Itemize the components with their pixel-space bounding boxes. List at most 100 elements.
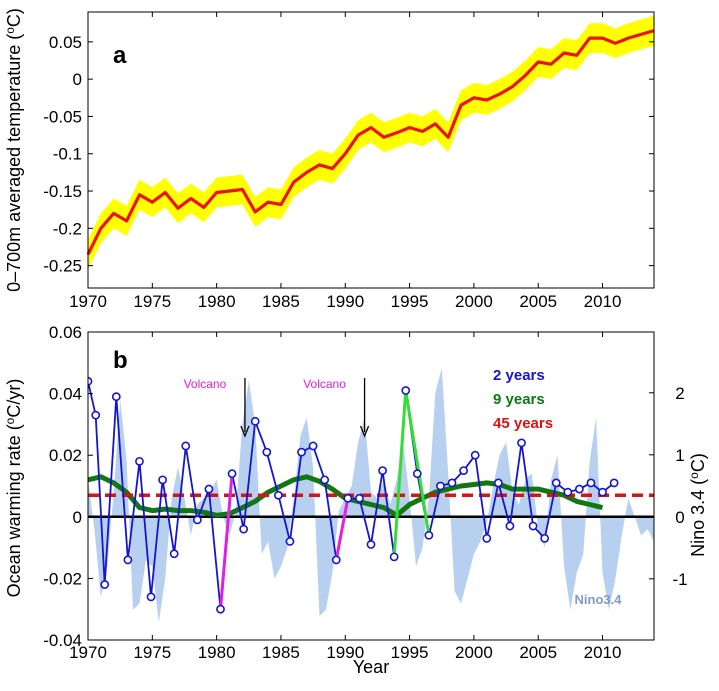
x-tick-label: 1990 (326, 292, 364, 311)
y-axis-label-text: Ocean warming rate ( (4, 424, 24, 597)
x-tick-label: 1995 (391, 292, 429, 311)
x-tick-label: 2005 (519, 292, 557, 311)
panel-a-frame (87, 11, 655, 289)
panel-b-plot-area (88, 368, 654, 623)
y2-tick-label: 0 (675, 508, 684, 527)
two-year-point (135, 456, 144, 466)
two-year-point (227, 469, 237, 479)
two-year-point (551, 478, 561, 488)
legend-entry: 2 years (493, 367, 545, 384)
two-year-point (470, 450, 480, 460)
nino34-label: Nino3.4 (575, 592, 623, 607)
y-axis-label: Ocean warming rate (oC/yr) (3, 379, 24, 598)
panel-b-frame (87, 331, 655, 641)
y-tick-label: 0.06 (49, 323, 82, 342)
two-year-point (505, 521, 515, 531)
two-year-point (308, 441, 318, 451)
two-year-point (91, 410, 101, 420)
two-year-point (574, 484, 584, 494)
two-year-point (343, 493, 353, 503)
y-axis-label-unit: C) (4, 8, 24, 27)
temperature-line (86, 29, 655, 256)
two-year-point (401, 386, 411, 395)
two-year-point (378, 466, 387, 475)
y-tick-label: 0 (73, 508, 82, 527)
y-axis-label-text: 0–700m averaged temperature ( (4, 34, 24, 292)
two-year-point (181, 441, 191, 451)
uncertainty-band (88, 15, 654, 270)
panel-b-label: b (113, 347, 128, 374)
two-year-point (389, 552, 399, 562)
legend-entry: 9 years (493, 391, 545, 408)
event-highlight-segment (404, 390, 431, 536)
two-year-point (146, 592, 156, 602)
y2-axis-label: Nino 3.4 (oC) (687, 453, 708, 557)
volcano-annotation: Volcano (303, 377, 346, 391)
two-year-point (563, 487, 573, 497)
two-year-point (424, 530, 434, 540)
two-year-point (111, 392, 121, 402)
x-tick-label: 1985 (262, 292, 300, 311)
two-year-point (331, 555, 341, 565)
two-year-point (355, 493, 364, 503)
two-year-point (459, 466, 469, 475)
x-tick-label: 1990 (326, 643, 364, 662)
panel-a: 1970 1975 1980 1985 1990 1995 2000 2005 2010 -0.2… (3, 8, 655, 311)
volcano-arrow-head (240, 425, 250, 438)
y2-axis-label-unit: C) (688, 453, 708, 472)
two-year-point (273, 490, 283, 500)
two-year-point (239, 524, 249, 534)
x-tick-label: 2010 (584, 643, 622, 662)
y-axis-label-degree-sup: o (3, 417, 17, 424)
x-tick-label: 1985 (262, 643, 300, 662)
y2-tick-label: 2 (675, 384, 684, 403)
x-tick-label: 1970 (69, 292, 107, 311)
x-tick-label: 1975 (133, 292, 171, 311)
volcano-annotation: Volcano (184, 377, 227, 391)
y-tick-label: 0.05 (49, 33, 82, 52)
legend-entry: 45 years (493, 415, 553, 432)
x-tick-label: 2010 (584, 292, 622, 311)
event-highlight-segment (219, 473, 234, 610)
x-axis-label: Year (353, 657, 389, 677)
two-year-point (123, 555, 133, 565)
x-tick-label: 1970 (69, 643, 107, 662)
two-year-point (250, 416, 260, 426)
two-year-point (285, 537, 295, 546)
two-year-point (598, 487, 607, 497)
volcano-arrow-head (359, 425, 370, 438)
two-year-point (436, 481, 445, 491)
two-year-point (216, 604, 225, 614)
x-tick-label: 2000 (455, 643, 493, 662)
two-year-point (297, 447, 306, 457)
x-tick-label: 2000 (455, 292, 493, 311)
y-axis-label: 0–700m averaged temperature (oC) (3, 8, 24, 292)
event-highlight-segment (334, 498, 350, 561)
two-year-point (262, 447, 272, 457)
two-year-point (493, 478, 503, 488)
x-tick-label: 1980 (198, 643, 236, 662)
panel-b: 1970 1975 1980 1985 1990 1995 2000 2005 2010-0.0… (3, 323, 708, 677)
y-tick-label: 0.02 (49, 446, 82, 465)
two-year-point (204, 484, 214, 494)
two-year-point (540, 533, 550, 543)
two-year-point (586, 478, 596, 488)
y-tick-label: -0.2 (53, 219, 82, 238)
two-year-point (320, 475, 330, 485)
y-tick-label: -0.15 (43, 182, 82, 201)
y-tick-label: -0.1 (53, 145, 82, 164)
two-year-point (447, 478, 457, 488)
y-tick-label: -0.25 (43, 257, 82, 276)
panel-a-label: a (113, 42, 127, 69)
two-year-point (412, 469, 422, 479)
two-year-point (482, 533, 492, 543)
y2-tick-label: 1 (675, 446, 684, 465)
y2-tick-label: -1 (672, 570, 687, 589)
y-axis-label-degree-sup: o (3, 27, 17, 34)
y-tick-label: -0.04 (43, 631, 82, 650)
two-year-point (158, 475, 168, 485)
x-tick-label: 1980 (198, 292, 236, 311)
y-tick-label: 0 (73, 70, 82, 89)
two-year-point (517, 438, 526, 448)
